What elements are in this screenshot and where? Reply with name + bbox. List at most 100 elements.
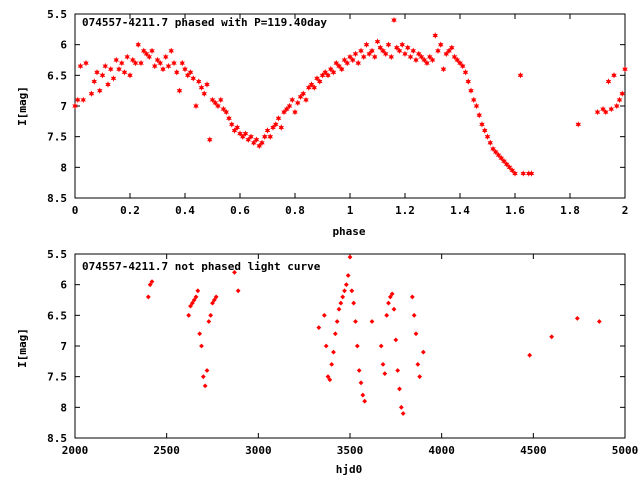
data-point bbox=[275, 115, 282, 122]
y-tick-label: 7.5 bbox=[47, 131, 67, 144]
data-point bbox=[242, 130, 249, 137]
data-point bbox=[72, 102, 78, 110]
data-point bbox=[97, 87, 103, 94]
data-point bbox=[229, 121, 235, 128]
data-point bbox=[75, 96, 81, 104]
data-point bbox=[218, 96, 224, 104]
data-point bbox=[374, 38, 381, 45]
data-point bbox=[213, 294, 219, 300]
data-point bbox=[340, 294, 346, 300]
data-point bbox=[344, 59, 350, 67]
data-point bbox=[355, 59, 361, 67]
data-point bbox=[256, 142, 262, 150]
data-point bbox=[278, 124, 284, 131]
data-point bbox=[440, 66, 447, 73]
data-point bbox=[395, 368, 401, 373]
y-tick-label: 7 bbox=[60, 340, 67, 353]
data-point bbox=[206, 319, 212, 324]
data-point bbox=[413, 56, 419, 64]
data-point bbox=[451, 53, 458, 61]
data-point bbox=[77, 62, 84, 70]
data-point bbox=[204, 81, 210, 88]
data-point bbox=[421, 56, 427, 64]
data-point bbox=[391, 306, 397, 312]
data-point bbox=[300, 90, 306, 97]
data-point bbox=[327, 377, 333, 383]
x-tick-label: 2500 bbox=[153, 444, 180, 457]
data-point bbox=[409, 294, 415, 300]
data-point bbox=[145, 294, 151, 300]
data-point bbox=[270, 124, 276, 131]
data-point bbox=[429, 56, 436, 64]
data-point bbox=[190, 75, 196, 82]
data-point bbox=[182, 66, 188, 73]
data-point bbox=[199, 343, 204, 349]
y-tick-label: 7 bbox=[60, 100, 67, 113]
data-point bbox=[549, 334, 555, 340]
data-point bbox=[380, 47, 386, 54]
data-point bbox=[330, 69, 337, 76]
data-point bbox=[130, 56, 136, 64]
data-point bbox=[417, 374, 423, 380]
data-point bbox=[186, 312, 192, 318]
x-tick-label: 5000 bbox=[612, 444, 639, 457]
data-point bbox=[415, 362, 421, 367]
data-point bbox=[231, 127, 238, 134]
data-point bbox=[226, 115, 232, 122]
data-point bbox=[380, 362, 386, 367]
data-point bbox=[347, 53, 353, 61]
y-tick-label: 7.5 bbox=[47, 371, 67, 384]
data-point bbox=[154, 56, 161, 64]
data-point bbox=[146, 53, 152, 61]
data-point bbox=[435, 47, 441, 54]
data-point bbox=[188, 303, 193, 309]
data-point bbox=[482, 127, 488, 134]
data-point bbox=[487, 139, 493, 146]
data-point bbox=[611, 72, 617, 79]
data-point bbox=[119, 59, 125, 67]
data-point bbox=[191, 297, 197, 303]
data-point bbox=[105, 81, 111, 88]
data-point bbox=[462, 69, 469, 76]
data-point bbox=[416, 50, 422, 58]
data-point bbox=[473, 102, 480, 110]
data-point bbox=[479, 121, 485, 128]
x-tick-label: 0.4 bbox=[175, 204, 195, 217]
data-point bbox=[193, 294, 199, 300]
data-point bbox=[185, 72, 191, 79]
data-point bbox=[378, 343, 384, 349]
data-point bbox=[336, 62, 342, 70]
data-point bbox=[410, 47, 416, 54]
data-point bbox=[512, 170, 518, 177]
y-tick-label: 6 bbox=[60, 279, 67, 292]
y-tick-label: 6.5 bbox=[47, 69, 67, 82]
data-point bbox=[396, 47, 403, 54]
data-point bbox=[385, 41, 392, 48]
y-tick-label: 8.5 bbox=[47, 432, 67, 445]
data-point bbox=[614, 102, 620, 110]
data-point bbox=[394, 44, 400, 51]
data-point bbox=[211, 297, 217, 303]
data-point bbox=[354, 343, 360, 349]
data-point bbox=[471, 96, 477, 104]
data-point bbox=[603, 108, 609, 116]
data-point bbox=[438, 41, 444, 48]
data-point bbox=[372, 53, 378, 61]
data-point bbox=[387, 294, 393, 300]
data-point bbox=[356, 368, 362, 373]
y-tick-label: 8 bbox=[60, 161, 67, 174]
plot-frame bbox=[74, 253, 626, 439]
data-point bbox=[215, 102, 221, 110]
data-point bbox=[135, 41, 141, 48]
plot-frame bbox=[74, 13, 626, 199]
data-point bbox=[259, 139, 265, 146]
unphased-x-axis-label: hjd0 bbox=[336, 463, 363, 476]
data-point bbox=[325, 374, 331, 380]
data-point bbox=[342, 288, 347, 294]
data-point bbox=[446, 47, 452, 54]
data-point bbox=[384, 312, 390, 318]
data-point bbox=[360, 392, 366, 398]
data-point bbox=[413, 331, 419, 337]
data-point bbox=[147, 282, 153, 288]
